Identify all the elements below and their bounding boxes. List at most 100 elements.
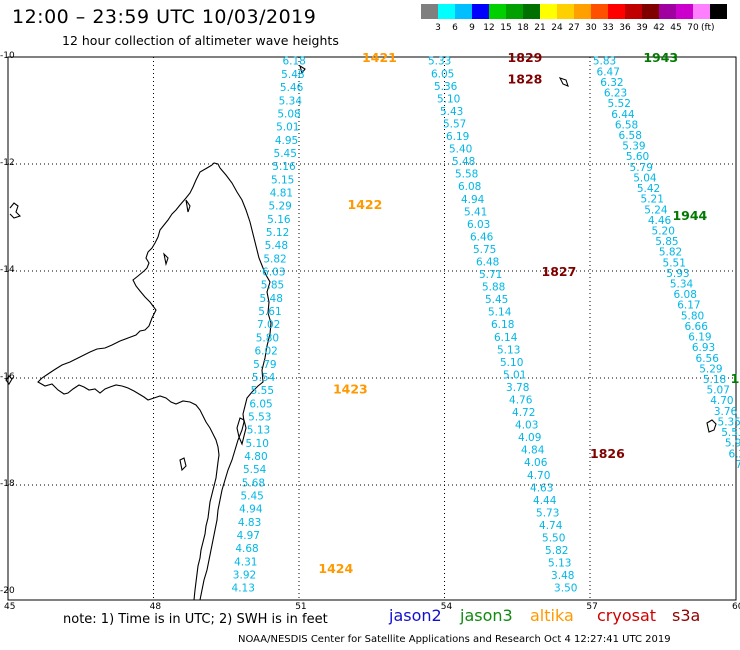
wave-height-value: 5.82	[263, 253, 286, 265]
pass-time-label: 1827	[542, 264, 577, 279]
map-frame	[7, 56, 737, 601]
wave-height-value: 5.43	[440, 106, 463, 118]
wave-height-value: 5.45	[274, 148, 297, 160]
wave-height-value: 5.07	[707, 385, 730, 397]
scale-swatch	[659, 4, 676, 19]
wave-height-value: 5.45	[485, 294, 508, 306]
wave-height-value: 5.01	[276, 122, 299, 134]
longitude-label: 48	[149, 602, 162, 612]
scale-label: 18	[517, 23, 529, 33]
wave-height-value: 5.15	[271, 174, 294, 186]
wave-height-value: 3.92	[233, 570, 256, 582]
scale-label: 42	[653, 23, 665, 33]
wave-height-value: 4.84	[521, 445, 545, 457]
wave-height-value: 5.53	[248, 411, 271, 423]
wave-height-value: 5.58	[455, 169, 478, 181]
wave-height-value: 7.0	[736, 459, 740, 471]
wave-height-value: 5.75	[473, 244, 496, 256]
wave-height-value: 4.95	[275, 135, 298, 147]
wave-height-value: 3.48	[551, 570, 574, 582]
wave-height-value: 4.80	[244, 451, 267, 463]
pass-time-label: 1943	[643, 50, 678, 65]
wave-height-value: 6.18	[491, 319, 514, 331]
scale-swatch	[506, 4, 523, 19]
wave-height-value: 5.57	[443, 118, 466, 130]
wave-height-value: 6.58	[615, 119, 638, 131]
wave-height-value: 5.50	[542, 533, 565, 545]
wave-height-value: 5.54	[252, 372, 276, 384]
wave-height-value: 4.63	[530, 482, 553, 494]
wave-height-value: 5.24	[644, 204, 668, 216]
wave-height-value: 4.09	[518, 432, 541, 444]
wave-height-value: 5.52	[608, 98, 631, 110]
legend-jason3: jason3	[460, 606, 513, 625]
wave-height-value: 4.46	[648, 215, 672, 227]
pass-time-label: 1944	[672, 208, 707, 223]
wave-height-value: 5.18	[703, 374, 726, 386]
wave-height-value: 5.48	[260, 293, 283, 305]
wave-height-value: 4.06	[524, 457, 548, 469]
pass-time-label: 1423	[333, 382, 368, 397]
wave-height-value: 4.44	[533, 495, 557, 507]
scale-label: 33	[602, 23, 614, 33]
scale-swatch	[591, 4, 608, 19]
footer-note: note: 1) Time is in UTC; 2) SWH is in fe…	[63, 612, 328, 627]
wave-height-value: 5.85	[655, 236, 678, 248]
wave-height-value: 5.16	[272, 161, 296, 173]
scale-label: 6	[452, 23, 458, 33]
scale-swatch	[455, 4, 472, 19]
wave-height-value: 3.50	[554, 583, 577, 595]
latitude-label: -16	[0, 372, 15, 382]
wave-height-value: 5.82	[659, 247, 682, 259]
scale-swatch	[642, 4, 659, 19]
scale-swatch	[710, 4, 727, 19]
scale-label: 36	[619, 23, 631, 33]
map-subtitle: 12 hour collection of altimeter wave hei…	[62, 33, 339, 48]
wave-height-value: 6.32	[600, 77, 623, 89]
scale-swatch	[540, 4, 557, 19]
wave-height-value: 5.40	[449, 144, 472, 156]
map-title: 12:00 – 23:59 UTC 10/03/2019	[12, 6, 317, 28]
wave-height-value: 7.02	[257, 319, 280, 331]
wave-height-value: 5.10	[500, 357, 523, 369]
wave-height-value: 5.48	[452, 156, 475, 168]
pass-time-label: 19	[731, 371, 740, 386]
wave-height-value: 6.05	[431, 68, 454, 80]
wave-height-value: 5.20	[652, 225, 675, 237]
wave-height-value: 6.93	[692, 342, 715, 354]
pass-time-label: 1829	[508, 50, 543, 65]
wave-height-value: 5.60	[626, 151, 649, 163]
wave-height-value: 6.66	[685, 321, 709, 333]
pass-time-labels: 1421 1422 1423 1424 1829 1828 1827 1826 1943 1944…	[318, 50, 740, 576]
wave-height-value: 6.44	[611, 109, 635, 121]
latitude-label: -18	[0, 479, 15, 489]
wave-height-value: 5.41	[464, 206, 487, 218]
wave-height-value: 6.58	[619, 130, 642, 142]
scale-label: 70	[687, 23, 699, 33]
pass-time-label: 1421	[362, 50, 397, 65]
pass-time-label: 1422	[348, 197, 383, 212]
scale-swatch	[557, 4, 574, 19]
longitude-label: 60	[732, 602, 740, 612]
latitude-label: -14	[0, 265, 15, 275]
latitude-label: -12	[0, 158, 15, 168]
wave-height-value: 4.68	[235, 543, 258, 555]
wave-height-value: 5.93	[725, 438, 740, 450]
wave-height-value: 4.94	[461, 194, 485, 206]
wave-height-value: 5.34	[279, 95, 303, 107]
scale-label: 39	[636, 23, 648, 33]
wave-height-value: 5.13	[497, 344, 520, 356]
wave-height-value: 6.14	[494, 332, 518, 344]
wave-height-value: 6.23	[604, 88, 627, 100]
wave-height-value: 6.05	[249, 398, 272, 410]
wave-height-value: 5.39	[622, 141, 645, 153]
wave-height-value: 5.80	[256, 332, 279, 344]
wave-height-value: 5.88	[482, 282, 505, 294]
wave-height-value: 4.97	[237, 530, 260, 542]
longitude-label: 57	[586, 602, 598, 612]
wave-height-value: 5.51	[663, 257, 686, 269]
wave-height-value: 4.83	[238, 517, 261, 529]
wave-height-value: 5.79	[253, 359, 276, 371]
